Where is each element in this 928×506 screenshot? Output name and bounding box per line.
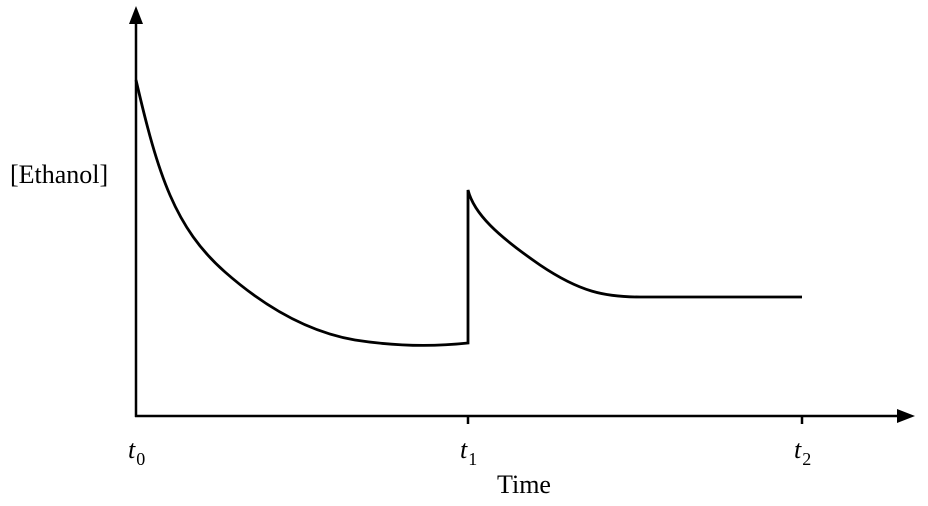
x-tick-label: t2 bbox=[794, 435, 811, 469]
x-axis-label: Time bbox=[497, 470, 551, 499]
y-axis-label: [Ethanol] bbox=[10, 160, 108, 189]
tick-symbol: t bbox=[128, 435, 136, 464]
x-arrow bbox=[897, 409, 915, 423]
concentration-curve bbox=[134, 79, 802, 347]
y-arrow bbox=[129, 6, 143, 24]
tick-subscript: 2 bbox=[802, 449, 811, 469]
tick-symbol: t bbox=[794, 435, 802, 464]
axes bbox=[134, 20, 900, 424]
x-tick-labels: t0 t1 t2 bbox=[128, 435, 811, 469]
tick-subscript: 1 bbox=[468, 449, 477, 469]
tick-subscript: 0 bbox=[136, 449, 145, 469]
x-tick-label: t1 bbox=[460, 435, 477, 469]
tick-symbol: t bbox=[460, 435, 468, 464]
x-tick-label: t0 bbox=[128, 435, 145, 469]
